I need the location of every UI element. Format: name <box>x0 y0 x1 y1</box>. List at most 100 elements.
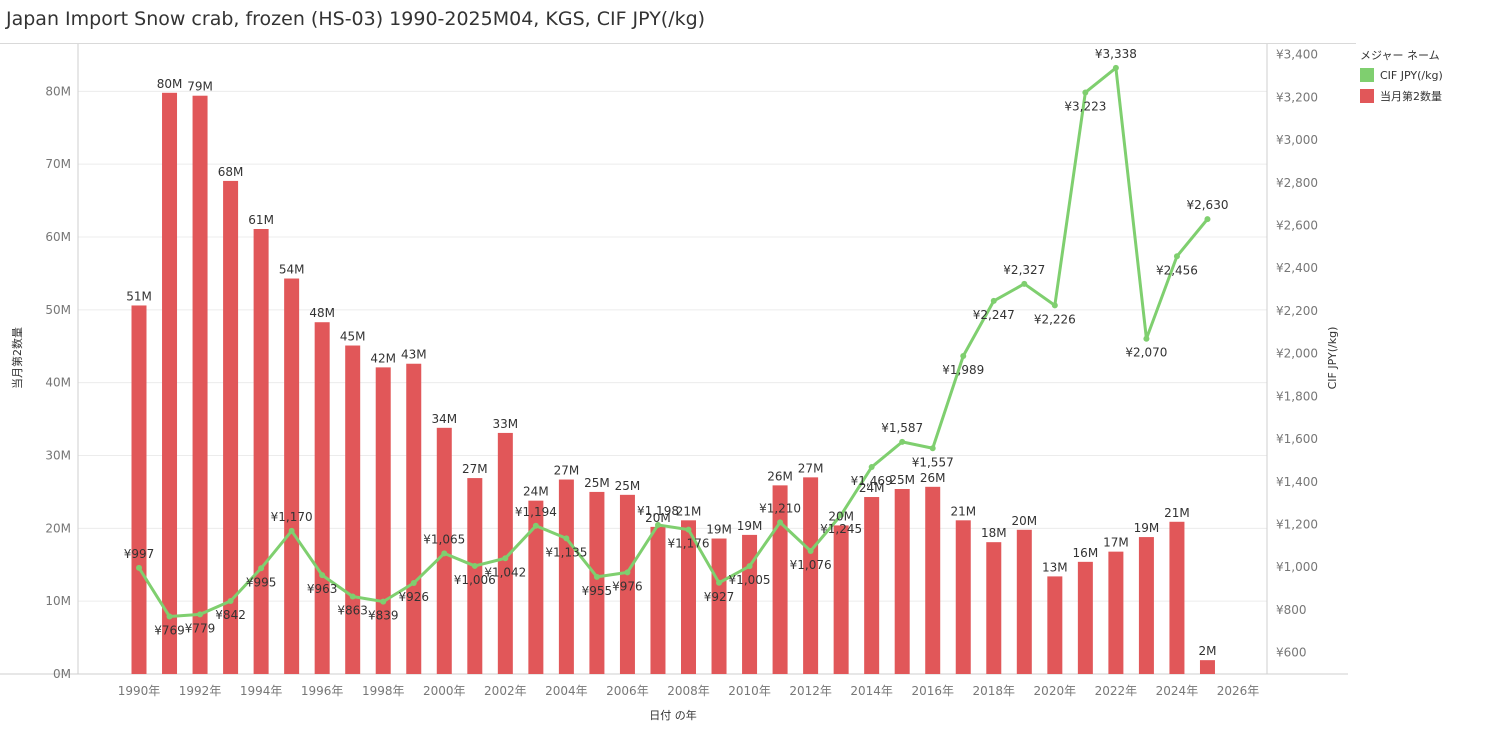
line-data-label: ¥1,065 <box>423 532 465 546</box>
line-data-label: ¥1,170 <box>271 510 313 524</box>
line-data-label: ¥2,327 <box>1003 263 1045 277</box>
bar <box>558 479 574 674</box>
legend-swatch-quantity <box>1360 89 1374 103</box>
x-tick-label: 2002年 <box>484 684 527 698</box>
bar-data-label: 19M <box>1134 521 1160 535</box>
bar <box>497 432 513 674</box>
price-point <box>624 569 631 576</box>
line-series <box>136 64 1211 620</box>
bar-data-label: 80M <box>157 77 183 91</box>
bar <box>711 538 727 674</box>
bar <box>131 305 147 674</box>
legend-item-cif[interactable]: CIF JPY(/kg) <box>1360 68 1443 82</box>
bar-data-label: 68M <box>218 165 244 179</box>
legend-label-cif: CIF JPY(/kg) <box>1380 68 1443 82</box>
line-data-label: ¥976 <box>612 579 643 593</box>
bar <box>253 228 269 675</box>
x-tick-label: 2022年 <box>1095 684 1138 698</box>
bar-labels: 51M 80M 79M 68M 61M 54M 48M 45M 42M 43M 34M 27M 33M 2… <box>126 77 1216 658</box>
bar-data-label: 79M <box>187 80 213 94</box>
bar <box>1169 521 1185 674</box>
x-axis-label: 日付 の年 <box>649 708 697 722</box>
price-point <box>593 573 600 580</box>
legend-title: メジャー ネーム <box>1360 49 1440 62</box>
bar-data-label: 26M <box>767 469 793 483</box>
legend: メジャー ネーム CIF JPY(/kg) 当月第2数量 <box>1360 47 1443 110</box>
line-data-label: ¥955 <box>582 584 613 598</box>
price-point <box>1112 64 1119 71</box>
x-tick-label: 2014年 <box>850 684 893 698</box>
price-point <box>258 565 265 572</box>
y-right-tick-label: ¥1,600 <box>1276 432 1318 446</box>
price-point <box>960 353 967 360</box>
y-left-tick-label: 60M <box>45 230 71 244</box>
x-tick-label: 1996年 <box>301 684 344 698</box>
bar <box>742 534 758 674</box>
bar <box>681 520 696 674</box>
bar-data-label: 21M <box>1164 506 1190 520</box>
price-point <box>319 572 326 579</box>
y-axis-left-label: 当月第2数量 <box>10 327 24 389</box>
legend-item-quantity[interactable]: 当月第2数量 <box>1360 88 1443 104</box>
line-labels: ¥997 ¥769 ¥779¥842 ¥995 ¥1,170 ¥963 ¥863 ¥839 ¥9… <box>124 47 1229 638</box>
bar-data-label: 51M <box>126 289 152 303</box>
bar <box>894 489 910 674</box>
bar-data-label: 25M <box>584 476 610 490</box>
x-tick-label: 2000年 <box>423 684 466 698</box>
y-right-tick-label: ¥3,200 <box>1276 90 1318 104</box>
bar-data-label: 21M <box>676 504 702 518</box>
price-point <box>868 464 875 471</box>
line-data-label: ¥3,223 <box>1064 99 1106 113</box>
x-tick-label: 2006年 <box>606 684 649 698</box>
price-point <box>410 580 417 587</box>
x-tick-label: 2004年 <box>545 684 588 698</box>
title-divider <box>0 43 1356 44</box>
bar <box>772 485 788 674</box>
bar-data-label: 13M <box>1042 560 1068 574</box>
x-tick-label: 2020年 <box>1034 684 1077 698</box>
price-point <box>197 611 204 618</box>
price-point <box>563 535 570 542</box>
x-tick-label: 2018年 <box>973 684 1016 698</box>
y-left-tick-label: 20M <box>45 521 71 535</box>
chart-title: Japan Import Snow crab, frozen (HS-03) 1… <box>6 8 706 30</box>
bar-data-label: 42M <box>370 351 396 365</box>
price-point <box>471 562 478 569</box>
price-point <box>288 527 295 534</box>
y-left-tick-label: 40M <box>45 376 71 390</box>
bar-data-label: 27M <box>798 461 824 475</box>
bar-data-label: 20M <box>645 511 671 525</box>
y-right-tick-label: ¥600 <box>1276 646 1307 660</box>
bar-data-label: 34M <box>431 412 457 426</box>
line-data-label: ¥1,245 <box>820 522 862 536</box>
bar-data-label: 25M <box>615 479 641 493</box>
tick-labels: 0M 10M 20M 30M 40M 50M 60M 70M 80M ¥600 ¥800 ¥1,000… <box>45 48 1318 698</box>
x-tick-label: 1990年 <box>118 684 161 698</box>
bar-data-label: 18M <box>981 526 1007 540</box>
bar-data-label: 61M <box>248 213 274 227</box>
bar-data-label: 2M <box>1198 644 1216 658</box>
x-tick-label: 2012年 <box>789 684 832 698</box>
line-data-label: ¥2,456 <box>1156 263 1198 277</box>
price-point <box>685 526 692 533</box>
bar-data-label: 19M <box>737 519 763 533</box>
y-left-tick-label: 80M <box>45 84 71 98</box>
bar <box>1138 537 1154 674</box>
bar <box>345 345 361 674</box>
line-data-label: ¥779 <box>185 621 216 635</box>
price-point <box>1173 253 1180 260</box>
bar-data-label: 54M <box>279 263 305 277</box>
price-point <box>777 519 784 526</box>
line-data-label: ¥1,194 <box>515 505 557 519</box>
price-point <box>1051 302 1058 309</box>
y-right-tick-label: ¥2,600 <box>1276 219 1318 233</box>
bar-data-label: 48M <box>309 306 335 320</box>
price-point <box>1082 89 1089 96</box>
line-data-label: ¥842 <box>215 608 246 622</box>
price-point <box>166 613 173 620</box>
x-tick-label: 2016年 <box>911 684 954 698</box>
bar <box>955 520 971 674</box>
line-data-label: ¥997 <box>124 547 155 561</box>
line-data-label: ¥2,630 <box>1186 198 1228 212</box>
x-tick-label: 1992年 <box>179 684 222 698</box>
